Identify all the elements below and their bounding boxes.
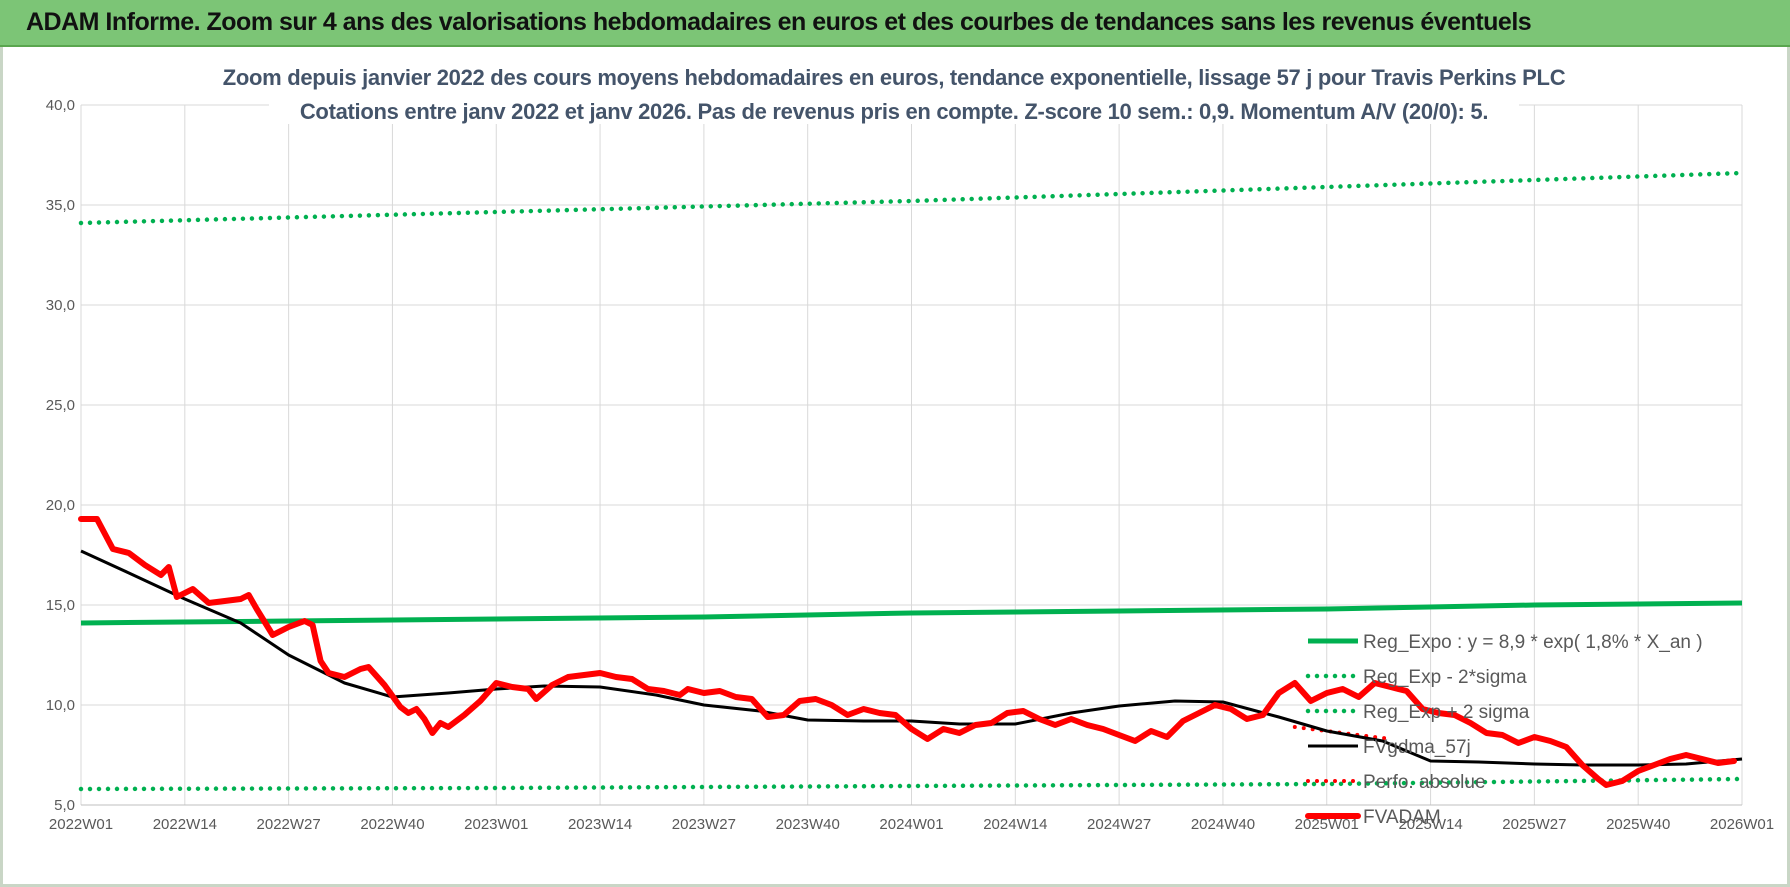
x-tick-label: 2025W01 [1295,816,1359,833]
y-tick-label: 25,0 [46,397,75,414]
legend-label: FVgdma_57j [1363,737,1471,758]
line-chart: Zoom depuis janvier 2022 des cours moyen… [46,60,1774,833]
y-tick-label: 10,0 [46,697,75,714]
perfo-absolue-line [1292,725,1393,741]
legend-label: Reg_Exp + 2 sigma [1363,702,1530,723]
x-tick-label: 2024W27 [1087,816,1151,833]
chart-frame: Zoom depuis janvier 2022 des cours moyen… [0,47,1790,887]
legend-label: FVADAM [1363,807,1441,828]
y-tick-label: 20,0 [46,497,75,514]
y-tick-label: 30,0 [46,297,75,314]
legend: Reg_Expo : y = 8,9 * exp( 1,8% * X_an ) R… [1305,632,1703,828]
x-tick-label: 2023W14 [568,816,632,833]
fvadam-line [78,516,1737,788]
reg-expo-line [80,600,1743,626]
y-axis: 5,0 10,0 15,0 20,0 25,0 30,0 35,0 40,0 [46,97,75,814]
x-tick-label: 2025W40 [1606,816,1670,833]
chart-title: Zoom depuis janvier 2022 des cours moyen… [223,65,1566,90]
x-tick-label: 2025W27 [1502,816,1566,833]
grid [80,104,1743,806]
x-tick-label: 2024W40 [1191,816,1255,833]
x-tick-label: 2025W14 [1398,816,1462,833]
x-tick-label: 2022W27 [257,816,321,833]
header-banner: ADAM Informe. Zoom sur 4 ans des valoris… [0,0,1790,47]
y-tick-label: 15,0 [46,597,75,614]
chart-subtitle: Cotations entre janv 2022 et janv 2026. … [300,99,1488,124]
x-axis: 2022W01 2022W14 2022W27 2022W40 2023W01 2023W… [49,804,1774,833]
fvgdma-line [80,549,1743,767]
legend-label: Reg_Expo : y = 8,9 * exp( 1,8% * X_an ) [1363,632,1703,653]
x-tick-label: 2022W01 [49,816,113,833]
x-tick-label: 2024W01 [879,816,943,833]
page-title: ADAM Informe. Zoom sur 4 ans des valoris… [26,8,1532,36]
x-tick-label: 2026W01 [1710,816,1774,833]
y-tick-label: 35,0 [46,197,75,214]
x-tick-label: 2024W14 [983,816,1047,833]
y-tick-label: 40,0 [46,97,75,114]
x-tick-label: 2023W01 [464,816,528,833]
x-tick-label: 2022W14 [153,816,217,833]
x-tick-label: 2023W27 [672,816,736,833]
reg-exp-minus-line [78,776,1745,792]
y-tick-label: 5,0 [54,797,75,814]
reg-exp-plus-line [78,170,1745,226]
chart-title-background [269,60,1519,124]
legend-label: Reg_Exp - 2*sigma [1363,667,1527,688]
series-group [78,170,1745,792]
x-tick-label: 2022W40 [360,816,424,833]
x-tick-label: 2023W40 [776,816,840,833]
legend-label: Perfo. absolue [1363,772,1486,793]
